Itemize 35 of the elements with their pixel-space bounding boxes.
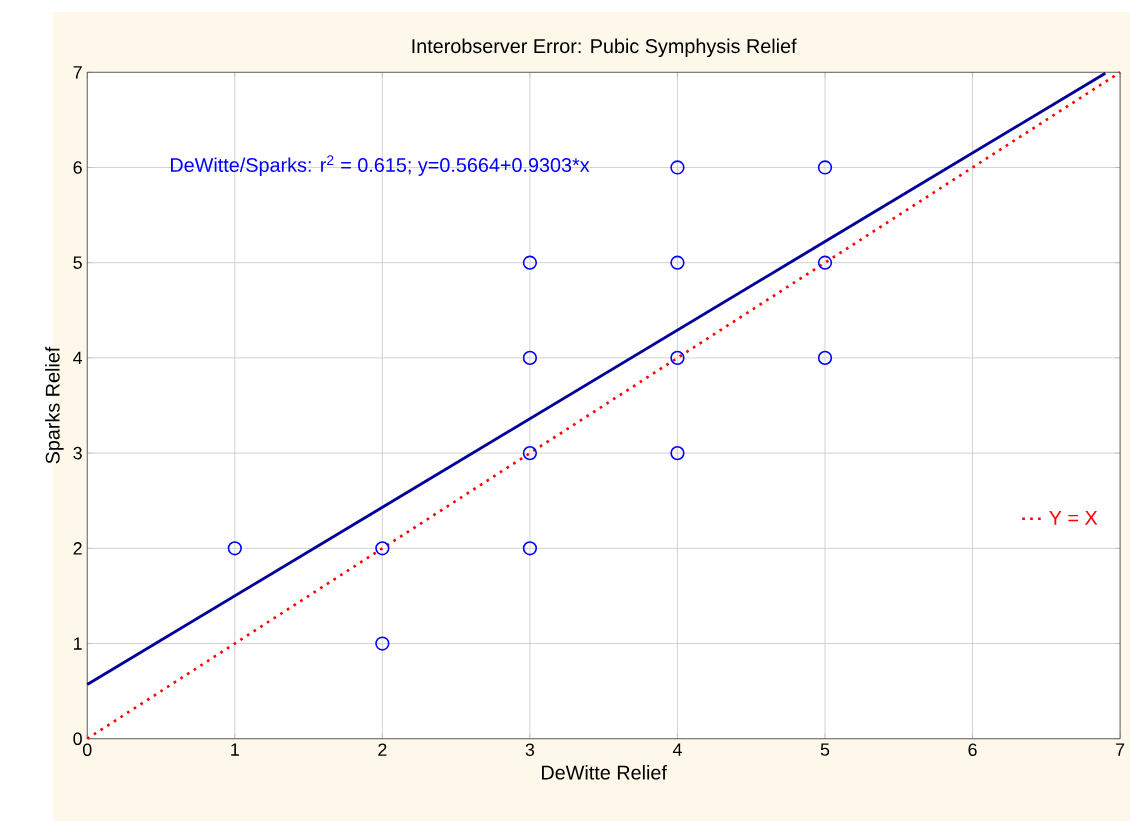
point [522,255,538,270]
y-tick-label: 3 [73,446,82,460]
y-axis-title: Sparks Relief [45,346,64,464]
y-tick-label: 7 [73,66,82,79]
point [375,636,390,651]
x-tick-label: 0 [83,743,92,757]
x-tick-label: 5 [820,743,830,756]
point [817,350,833,366]
y-tick-label: 1 [74,637,82,650]
point [375,541,390,556]
y-tick-label: 5 [73,256,82,269]
x-axis-title: DeWitte Relief [542,765,667,780]
legend-label: Y = X [1049,511,1098,525]
point [670,446,685,461]
point [522,541,538,556]
annotation: DeWitte/Sparks: r$^{2}$ = 0.615; y=0.5664+0.9303*x [171,155,590,176]
x-tick-label: 6 [968,743,977,757]
point [670,160,685,175]
point [670,350,685,366]
x-tick-label: 4 [672,743,682,756]
y-tick-label: 0 [73,732,82,746]
y-tick-label: 2 [73,542,82,555]
chart-title: Interobserver Error: Pubic Symphysis Relief [412,38,797,58]
point [522,446,538,461]
point [817,160,833,175]
x-tick-label: 7 [1116,743,1125,756]
x-tick-label: 2 [378,743,387,756]
x-tick-label: 1 [231,743,239,756]
y-tick-label: 4 [73,351,83,365]
point [522,350,538,366]
point [670,255,685,270]
point [227,541,242,556]
point [817,255,833,270]
y-tick-label: 6 [73,161,82,174]
x-tick-label: 3 [525,743,535,757]
